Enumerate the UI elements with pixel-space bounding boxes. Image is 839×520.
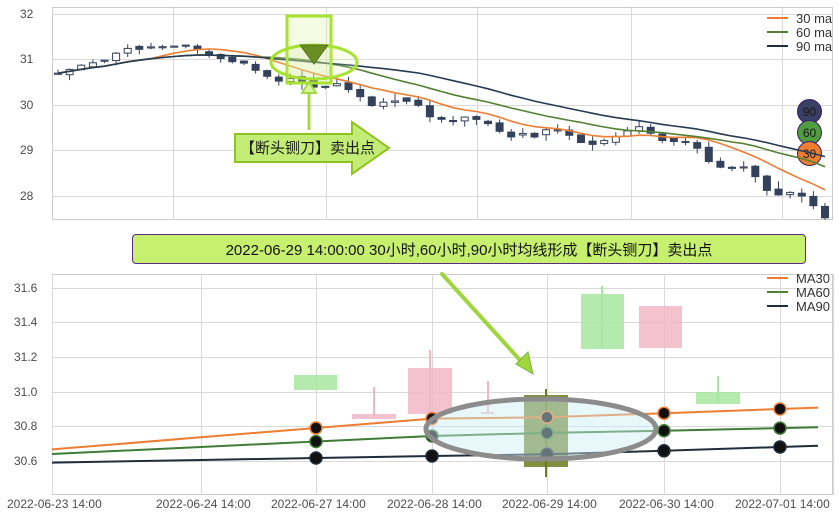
svg-text:【断头铡刀】卖出点: 【断头铡刀】卖出点 (240, 140, 375, 157)
